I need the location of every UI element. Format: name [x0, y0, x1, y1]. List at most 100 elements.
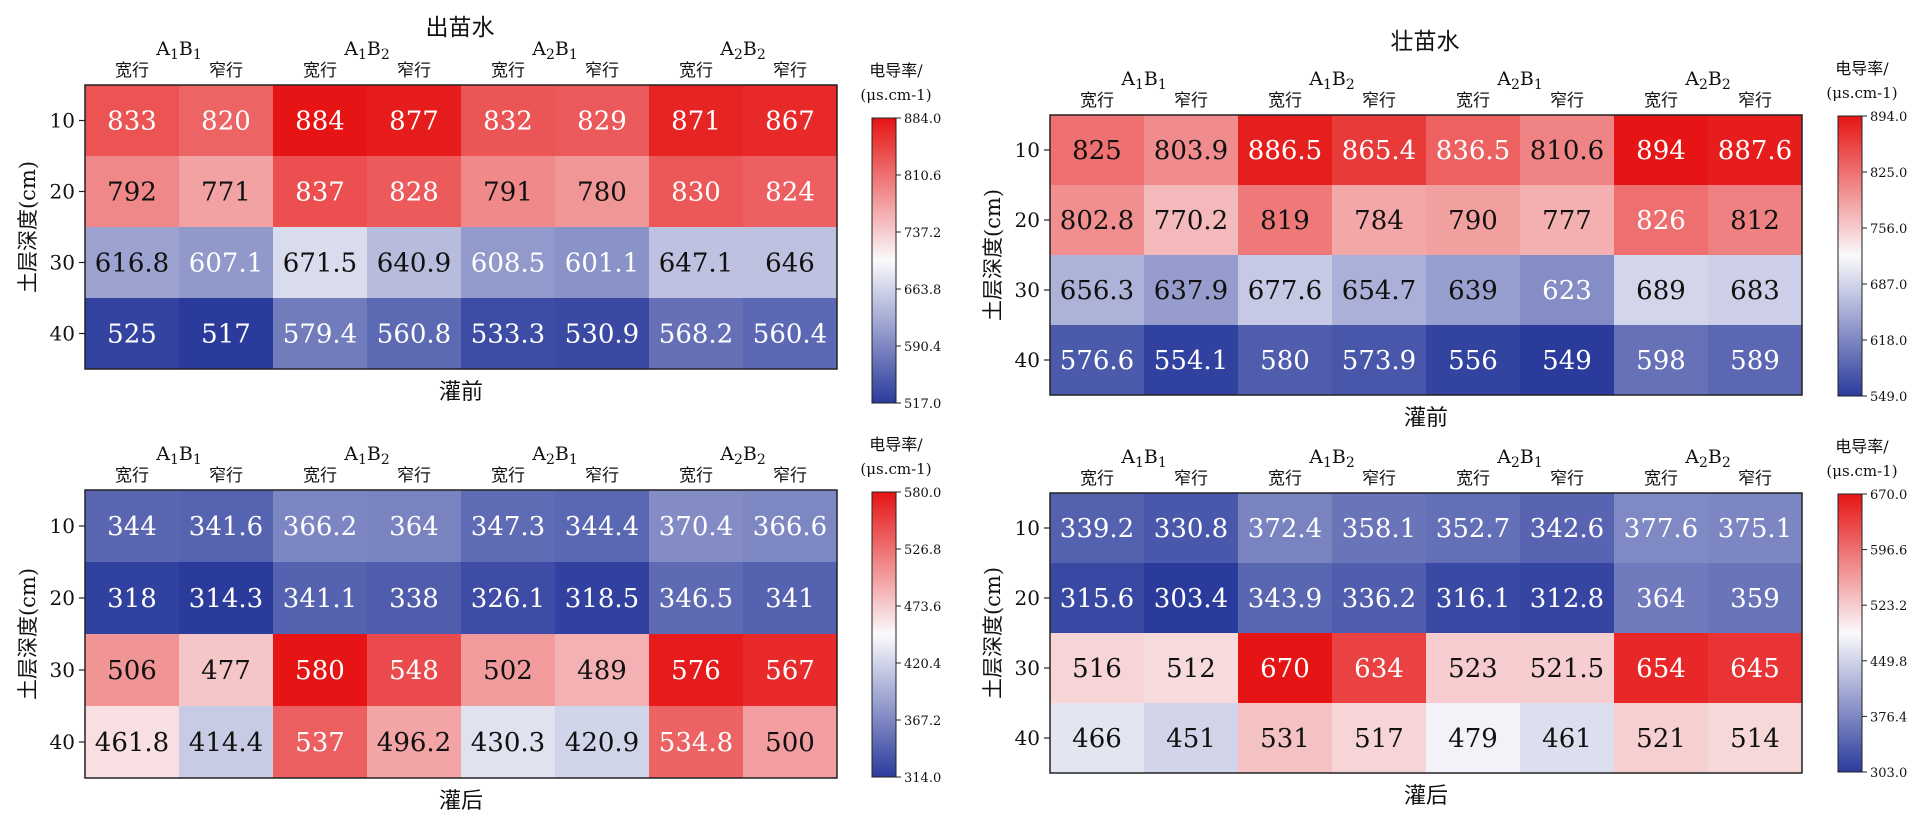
heatmap-cell [1050, 255, 1145, 326]
cell-value-label: 466 [1072, 724, 1122, 754]
heatmap-cell [1144, 115, 1239, 186]
column-label: 宽行 [1644, 91, 1678, 111]
heatmap-cell [273, 634, 368, 707]
cell-value-label: 548 [389, 656, 439, 686]
heatmap-cell [85, 490, 180, 563]
heatmap-cell [1050, 563, 1145, 634]
cell-value-label: 645 [1730, 654, 1780, 684]
heatmap-cell [461, 490, 556, 563]
heatmap-cell [1144, 325, 1239, 396]
heatmap-cell [1238, 115, 1333, 186]
cell-value-label: 670 [1260, 654, 1310, 684]
heatmap-cell [1614, 493, 1709, 564]
colorbar-tick-label: 449.8 [1870, 655, 1907, 670]
row-tick-label: 10 [50, 109, 75, 133]
treatment-label: A2B1 [531, 38, 578, 63]
heatmap-frame [84, 489, 838, 779]
colorbar-tick-label: 618.0 [1870, 334, 1907, 349]
colorbar-tick-label: 367.2 [904, 714, 941, 729]
cell-value-label: 825 [1072, 136, 1122, 166]
cell-value-label: 318.5 [565, 584, 639, 614]
heatmap-cell [1520, 563, 1615, 634]
cell-value-label: 314.3 [189, 584, 263, 614]
heatmap-cell [1520, 115, 1615, 186]
column-label: 窄行 [1738, 91, 1772, 111]
colorbar-tick-label: 473.6 [904, 600, 941, 615]
cell-value-label: 521 [1636, 724, 1686, 754]
heatmap-cell [1520, 703, 1615, 774]
heatmap-cell [1708, 115, 1803, 186]
heatmap-cell [649, 227, 744, 299]
heatmap-cell [85, 85, 180, 157]
colorbar-tick-label: 376.4 [1870, 710, 1907, 725]
treatment-label: A2B1 [531, 443, 578, 468]
colorbar-tick-label: 517.0 [904, 397, 941, 412]
heatmap-cell [649, 85, 744, 157]
heatmap-cell [367, 227, 462, 299]
colorbar-tick-label: 580.0 [904, 486, 941, 501]
column-label: 窄行 [585, 466, 619, 486]
heatmap-cell [743, 85, 838, 157]
heatmap-frame [1049, 492, 1803, 774]
row-tick-label: 20 [50, 586, 75, 610]
cell-value-label: 336.2 [1342, 584, 1416, 614]
cell-value-label: 496.2 [377, 728, 451, 758]
heatmap-cell [1144, 185, 1239, 256]
heatmap-cell [179, 156, 274, 228]
heatmap-cell [1426, 493, 1521, 564]
heatmap-cell [179, 706, 274, 779]
row-tick-label: 20 [1015, 586, 1040, 610]
cell-value-label: 517 [201, 320, 251, 350]
heatmap-cell [367, 706, 462, 779]
cell-value-label: 366.6 [753, 512, 827, 542]
cell-value-label: 607.1 [189, 249, 263, 279]
cell-value-label: 677.6 [1248, 276, 1322, 306]
cell-value-label: 370.4 [659, 512, 733, 542]
heatmap-cell [1238, 325, 1333, 396]
column-label: 窄行 [397, 61, 431, 81]
colorbar-unit: (μs.cm-1) [1826, 84, 1897, 102]
cell-value-label: 375.1 [1718, 514, 1792, 544]
heatmap-cell [1614, 325, 1709, 396]
heatmap-cell [85, 227, 180, 299]
heatmap-cell [649, 298, 744, 370]
column-label: 宽行 [1268, 91, 1302, 111]
column-label: 宽行 [1644, 469, 1678, 489]
colorbar-tick-label: 303.0 [1870, 766, 1907, 781]
title-left: 出苗水 [425, 15, 495, 41]
cell-value-label: 512 [1166, 654, 1216, 684]
heatmap-cell [85, 562, 180, 635]
row-tick-label: 10 [50, 514, 75, 538]
heatmap-cell [743, 490, 838, 563]
cell-value-label: 479 [1448, 724, 1498, 754]
heatmap-cell [1238, 185, 1333, 256]
heatmap-cell [461, 298, 556, 370]
heatmap-cell [1050, 703, 1145, 774]
heatmap-cell [367, 562, 462, 635]
heatmap-cell [1050, 493, 1145, 564]
column-label: 宽行 [491, 466, 525, 486]
cell-value-label: 352.7 [1436, 514, 1510, 544]
heatmap-cell [1614, 703, 1709, 774]
cell-value-label: 554.1 [1154, 346, 1228, 376]
row-tick-label: 40 [1015, 726, 1040, 750]
heatmap-cell [367, 85, 462, 157]
row-tick-label: 30 [1015, 656, 1040, 680]
heatmap-cell [273, 156, 368, 228]
cell-value-label: 579.4 [283, 320, 357, 350]
colorbar-tick-label: 825.0 [1870, 166, 1907, 181]
cell-value-label: 521.5 [1530, 654, 1604, 684]
cell-value-label: 792 [107, 178, 157, 208]
heatmap-cell [1238, 255, 1333, 326]
heatmap-cell [1426, 563, 1521, 634]
cell-value-label: 461.8 [95, 728, 169, 758]
cell-value-label: 576.6 [1060, 346, 1134, 376]
treatment-label: A1B1 [155, 443, 202, 468]
heatmap-cell [1708, 563, 1803, 634]
column-label: 窄行 [773, 466, 807, 486]
cell-value-label: 533.3 [471, 320, 545, 350]
heatmap-frame [1049, 114, 1803, 396]
cell-value-label: 344.4 [565, 512, 639, 542]
